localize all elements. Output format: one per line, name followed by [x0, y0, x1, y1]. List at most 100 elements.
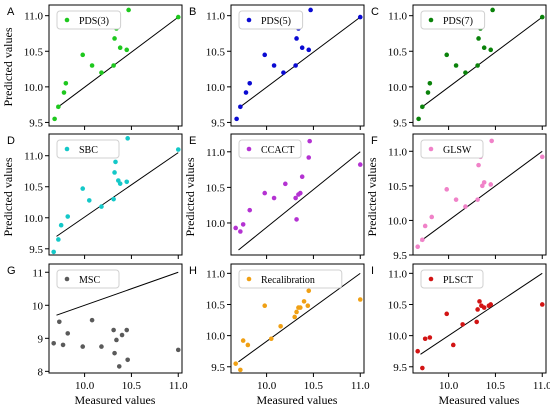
legend-marker: [428, 146, 434, 152]
data-point: [357, 14, 363, 20]
legend-box: [238, 269, 343, 289]
plot-frame: [230, 263, 365, 374]
y-tick-label: 10.5: [24, 182, 44, 194]
x-tick-label: 10.5: [304, 380, 324, 392]
legend-box: [56, 269, 120, 289]
y-axis-title-row2-mid: Predicted values: [183, 157, 197, 236]
data-point: [271, 63, 277, 68]
data-point: [116, 364, 122, 369]
y-tick-label: 11.0: [24, 11, 43, 23]
data-point: [56, 104, 61, 110]
legend-label: PDS(7): [443, 16, 473, 27]
data-point: [124, 47, 130, 53]
x-tick-label: 10.0: [257, 380, 277, 392]
panel-letter: G: [7, 265, 16, 277]
data-point: [475, 307, 480, 312]
data-point: [245, 342, 251, 348]
data-point: [117, 45, 123, 51]
panel-letter: I: [371, 265, 374, 277]
data-point: [427, 80, 433, 86]
data-point: [444, 187, 450, 192]
legend-marker: [64, 17, 70, 23]
legend-label: PDS(3): [79, 16, 109, 27]
data-point: [240, 338, 246, 343]
panel-e: E 10.0 10.5 11.0 CCACT: [189, 133, 365, 259]
data-point: [306, 47, 312, 53]
data-point: [111, 196, 116, 202]
legend-box: [238, 10, 304, 30]
panel-f: F 9.5 10.0 10.5 11.0 GLSW: [371, 133, 547, 262]
y-tick-label: 11.0: [206, 147, 225, 159]
plot-frame: [48, 133, 183, 256]
data-point: [124, 179, 130, 185]
y-tick-label: 9.5: [29, 117, 43, 129]
plot-frame: [412, 263, 547, 374]
data-point: [481, 45, 487, 51]
plot-frame: [412, 4, 547, 127]
data-point: [80, 186, 86, 191]
y-tick-label: 10.0: [24, 213, 44, 225]
legend-label: GLSW: [443, 145, 472, 156]
data-point: [52, 116, 57, 122]
data-point: [51, 249, 56, 255]
data-point: [89, 63, 95, 68]
x-tick-label: 11.0: [533, 380, 550, 392]
data-point: [427, 335, 433, 340]
y-tick-label: 10.0: [206, 82, 226, 94]
data-point: [416, 116, 421, 122]
y-axis-title-row2-right: Predicted values: [365, 157, 379, 236]
data-point: [80, 344, 86, 349]
data-point: [357, 297, 363, 302]
data-point: [444, 311, 450, 317]
y-tick-label: 11.0: [388, 11, 407, 23]
legend-marker: [428, 276, 434, 282]
data-point: [65, 214, 71, 219]
legend-label: MSC: [79, 275, 100, 286]
data-point: [112, 350, 117, 356]
y-tick-label: 9.5: [393, 362, 407, 374]
legend-marker: [64, 276, 70, 282]
panel-c: C 9.5 10.0 10.5 11.0 PDS(7): [371, 4, 547, 130]
data-point: [63, 80, 69, 86]
data-point: [422, 223, 428, 229]
y-tick-label: 10.5: [388, 46, 408, 58]
data-point: [175, 147, 181, 152]
data-point: [420, 365, 425, 371]
data-point: [301, 299, 307, 304]
data-point: [278, 323, 283, 329]
data-point: [268, 336, 274, 342]
data-point: [113, 159, 118, 165]
data-point: [488, 302, 494, 307]
legend-box: [56, 139, 120, 159]
data-point: [294, 217, 299, 222]
data-point: [305, 303, 311, 309]
data-point: [114, 337, 119, 343]
data-point: [539, 302, 545, 307]
data-point: [475, 197, 480, 202]
data-point: [112, 36, 117, 41]
data-point: [481, 180, 487, 185]
data-point: [60, 342, 66, 348]
data-point: [112, 170, 117, 175]
data-point: [357, 162, 363, 167]
data-point: [488, 47, 494, 53]
data-point: [89, 317, 95, 323]
data-point: [117, 181, 123, 186]
data-point: [238, 104, 243, 110]
fit-line: [56, 271, 179, 316]
data-point: [281, 70, 286, 75]
fit-line: [238, 16, 361, 109]
data-point: [299, 174, 305, 180]
data-point: [99, 204, 104, 209]
y-tick-label: 11.0: [388, 146, 407, 158]
panel-d: D 9.5 10.0 10.5 11.0 SBC: [7, 133, 183, 259]
legend-box: [56, 10, 122, 30]
data-point: [111, 63, 116, 68]
data-point: [474, 319, 479, 325]
data-point: [57, 319, 62, 325]
data-point: [271, 195, 277, 201]
data-point: [233, 225, 238, 231]
data-point: [422, 336, 428, 342]
fit-line: [238, 151, 361, 251]
